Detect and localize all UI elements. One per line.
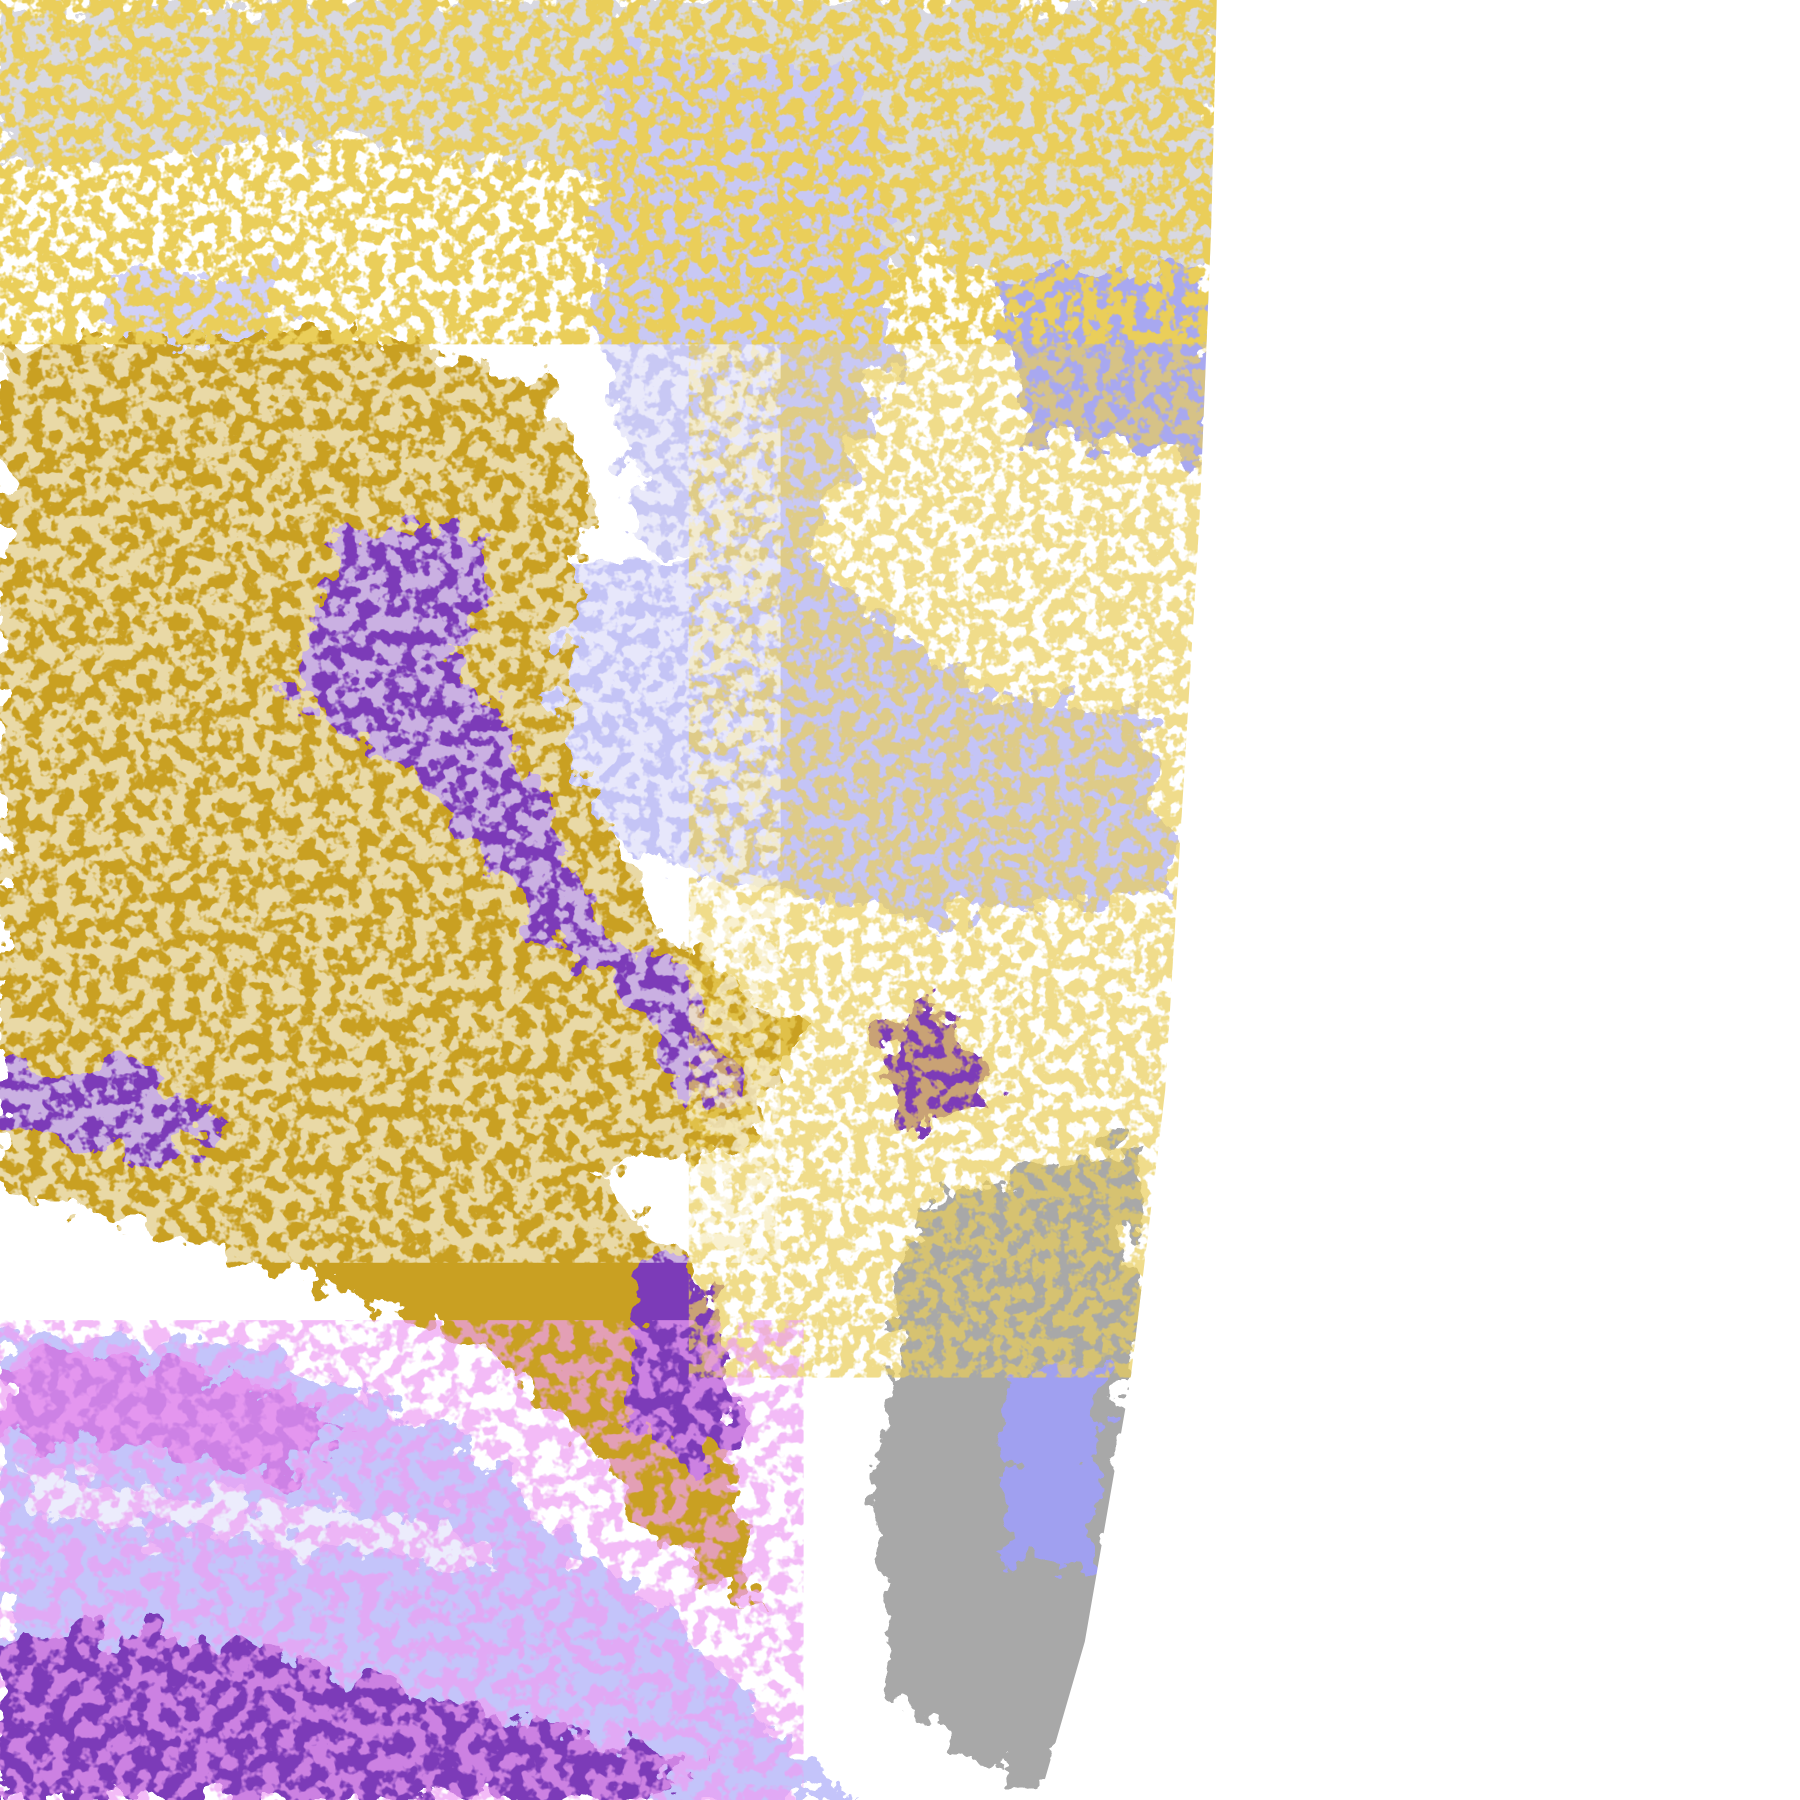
gold-speckle (0, 0, 1217, 345)
white-speckle (0, 344, 781, 1263)
blue-cloud (998, 1354, 1103, 1573)
pink-speckle (0, 1320, 804, 1800)
